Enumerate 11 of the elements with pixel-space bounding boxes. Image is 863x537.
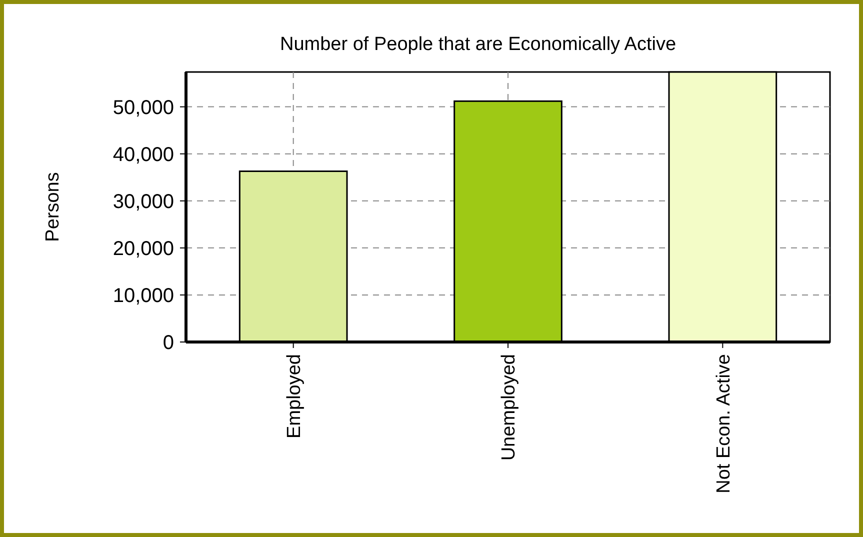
y-tick-label: 20,000 [112, 238, 174, 260]
chart-title: Number of People that are Economically Active [280, 34, 676, 55]
x-tick-label: Not Econ. Active [713, 354, 734, 494]
y-tick-label: 30,000 [112, 190, 174, 213]
y-axis-title: Persons [42, 172, 64, 242]
y-tick-label: 50,000 [112, 96, 174, 119]
x-tick-label: Employed [284, 354, 305, 438]
y-tick-label: 10,000 [112, 284, 174, 307]
y-tick-label: 40,000 [112, 144, 174, 166]
x-tick-label: Unemployed [498, 354, 520, 461]
y-tick-label: 0 [162, 332, 174, 354]
